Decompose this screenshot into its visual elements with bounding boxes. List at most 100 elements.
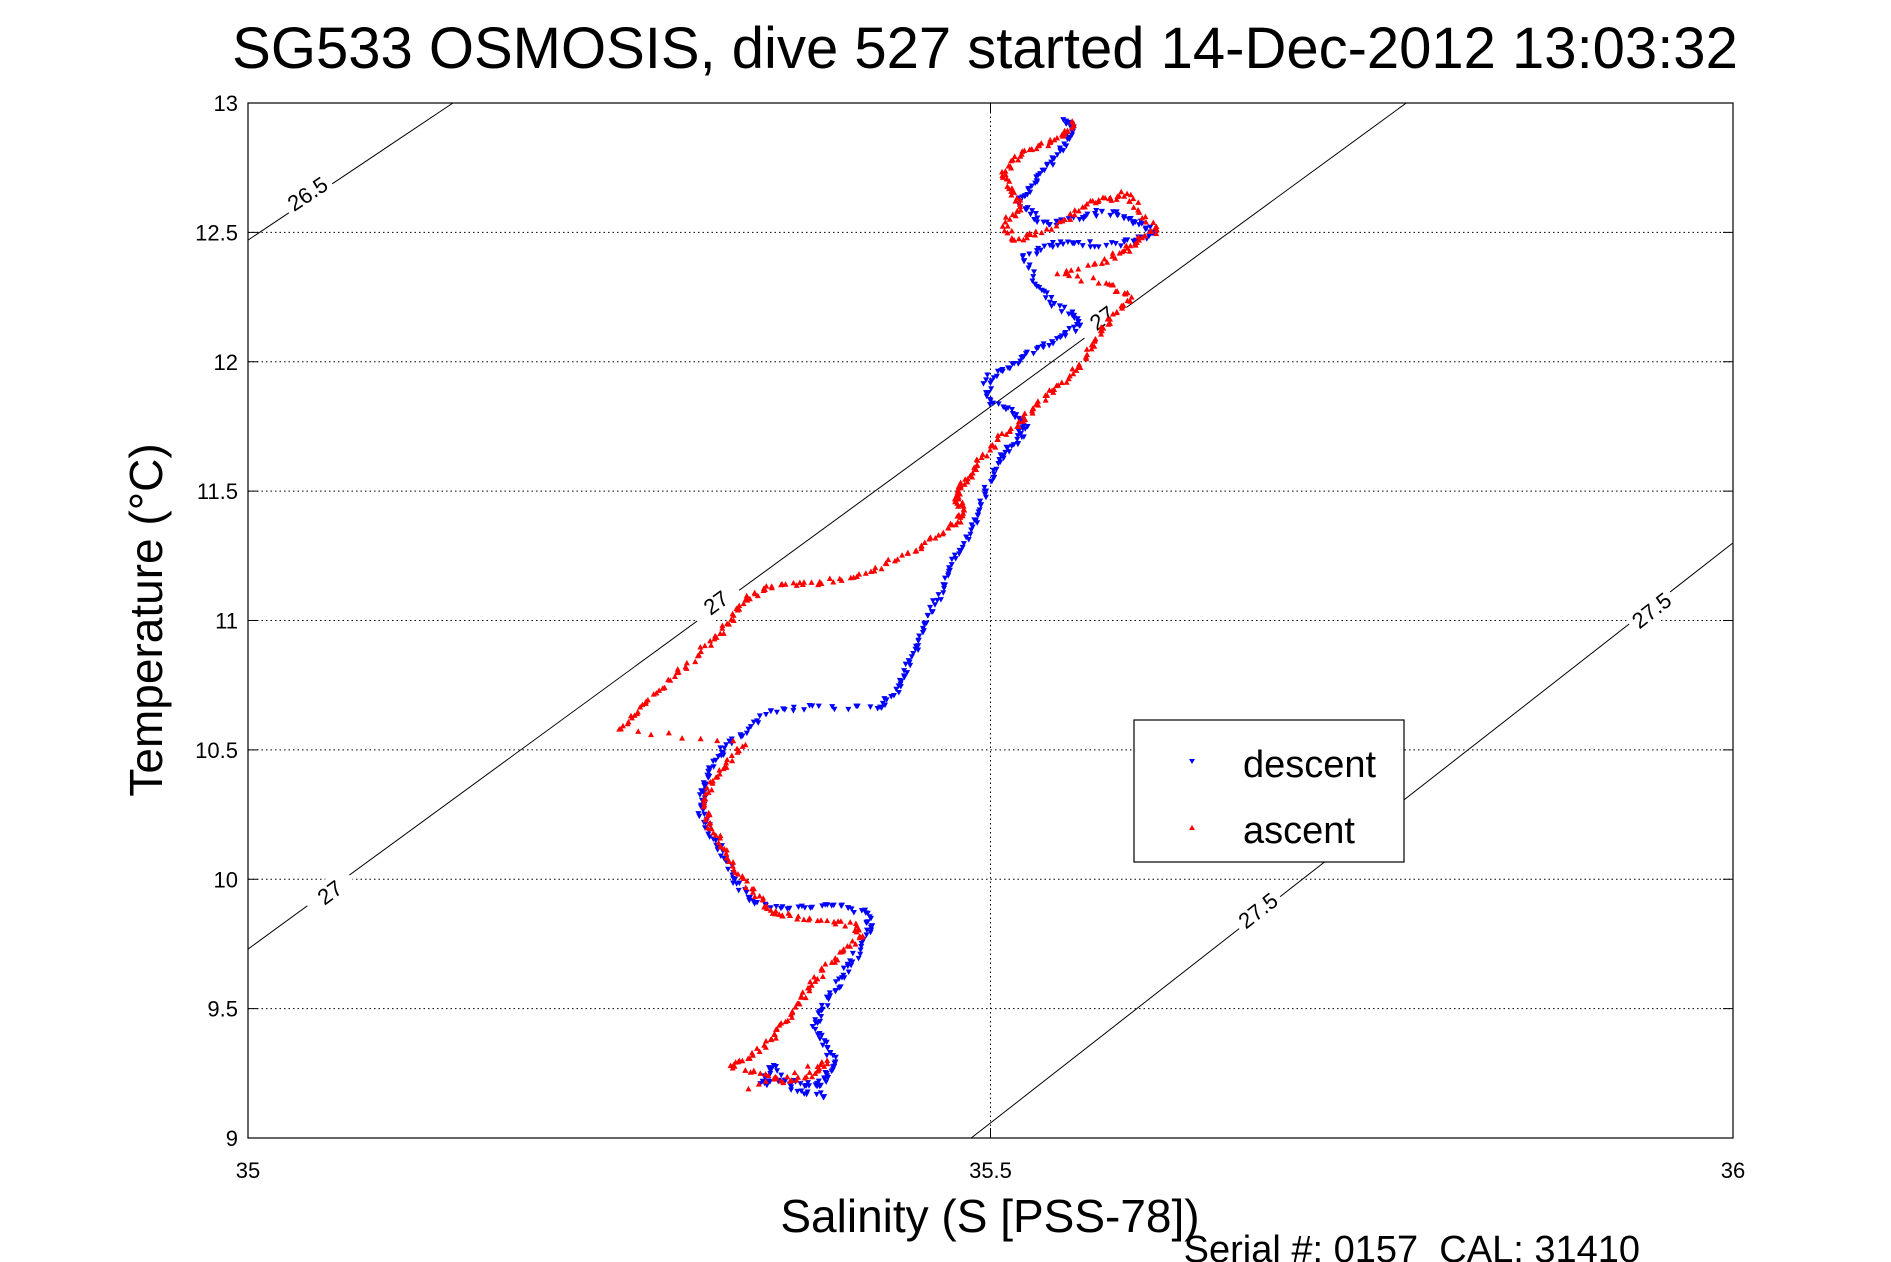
ascent-point (806, 987, 813, 994)
descent-point (940, 590, 947, 596)
ascent-point (1003, 176, 1010, 182)
ascent-point (1124, 190, 1131, 197)
ascent-point (659, 685, 666, 691)
ascent-point (1004, 229, 1011, 236)
ascent-point (721, 764, 728, 770)
descent-point (1070, 240, 1077, 247)
ascent-point (994, 436, 1001, 443)
descent-point (1108, 240, 1115, 246)
descent-point (1063, 143, 1070, 149)
ascent-point (1135, 199, 1142, 205)
ascent-point (899, 552, 906, 558)
ascent-point (1017, 153, 1024, 159)
descent-point (995, 460, 1002, 467)
ascent-point (1058, 379, 1065, 385)
descent-point (696, 813, 703, 820)
descent-point (916, 633, 923, 640)
isopycnal-label-bg (301, 866, 359, 919)
ascent-point (729, 863, 736, 869)
ascent-point (1142, 213, 1149, 220)
ascent-point (755, 1081, 762, 1087)
ascent-point (1084, 200, 1091, 207)
ascent-point (1008, 185, 1015, 191)
descent-point (755, 720, 762, 726)
ascent-point (1038, 229, 1045, 236)
descent-point (825, 1074, 832, 1081)
legend-box (1133, 719, 1405, 863)
ascent-point (1043, 225, 1050, 232)
descent-point (924, 613, 931, 619)
descent-point (726, 738, 733, 745)
descent-point (1040, 344, 1047, 351)
descent-point (857, 951, 864, 958)
descent-point (821, 1076, 828, 1083)
ascent-point (1069, 365, 1076, 372)
descent-point (1033, 248, 1040, 254)
descent-point (907, 662, 914, 669)
ascent-point (753, 1045, 760, 1051)
descent-point (702, 825, 709, 831)
ascent-point (1135, 233, 1142, 240)
ascent-point (955, 503, 962, 509)
ascent-point (787, 912, 794, 918)
descent-point (934, 597, 941, 604)
descent-point (818, 1002, 825, 1009)
descent-point (840, 965, 847, 972)
ascent-point (731, 1063, 738, 1069)
ascent-point (1004, 223, 1011, 229)
ascent-point (932, 535, 939, 541)
ascent-point (656, 687, 663, 693)
ascent-point (1136, 209, 1143, 215)
descent-point (1062, 330, 1069, 336)
descent-point (1039, 167, 1046, 174)
descent-point (1005, 405, 1012, 411)
ascent-point (1046, 387, 1053, 393)
ascent-point (894, 556, 901, 562)
ascent-point (803, 1073, 810, 1080)
descent-point (743, 730, 750, 737)
x-tick-label: 36 (1721, 1158, 1745, 1183)
descent-point (777, 905, 784, 912)
descent-point (790, 708, 797, 714)
descent-point (893, 686, 900, 693)
ascent-point (730, 617, 737, 623)
ascent-point (818, 917, 825, 923)
ascent-point (742, 1067, 749, 1073)
ascent-point (872, 564, 879, 571)
ascent-point (822, 961, 829, 967)
ascent-point (746, 1055, 753, 1061)
ascent-point (847, 919, 854, 925)
descent-point (1029, 208, 1036, 214)
y-tick-label: 9 (226, 1126, 238, 1151)
descent-point (915, 638, 922, 644)
ascent-point (957, 479, 964, 486)
ascent-point (1075, 266, 1082, 272)
ascent-point (1090, 274, 1097, 281)
ascent-point (782, 1018, 789, 1025)
descent-point (715, 754, 722, 760)
descent-point (845, 969, 852, 976)
descent-point (809, 1023, 816, 1030)
ascent-point (730, 859, 737, 865)
ascent-point (837, 949, 844, 955)
descent-point (945, 573, 952, 579)
ascent-point (999, 223, 1006, 229)
y-tick-label: 10 (214, 867, 238, 892)
ascent-point (1006, 216, 1013, 222)
ascent-point (815, 581, 822, 588)
descent-point (993, 373, 1000, 380)
descent-point (1084, 211, 1091, 218)
descent-point (735, 887, 742, 894)
ascent-point (1127, 298, 1134, 304)
ascent-point (1104, 316, 1111, 322)
descent-point (806, 702, 813, 709)
descent-point (867, 704, 874, 710)
y-tick-label: 9.5 (207, 997, 238, 1022)
ascent-point (1008, 165, 1015, 171)
ascent-point (616, 726, 623, 732)
y-tick-label: 11 (215, 609, 238, 634)
ascent-point (745, 1085, 752, 1092)
ascent-point (742, 741, 749, 748)
ascent-point (1044, 392, 1051, 398)
descent-point (822, 1069, 829, 1076)
